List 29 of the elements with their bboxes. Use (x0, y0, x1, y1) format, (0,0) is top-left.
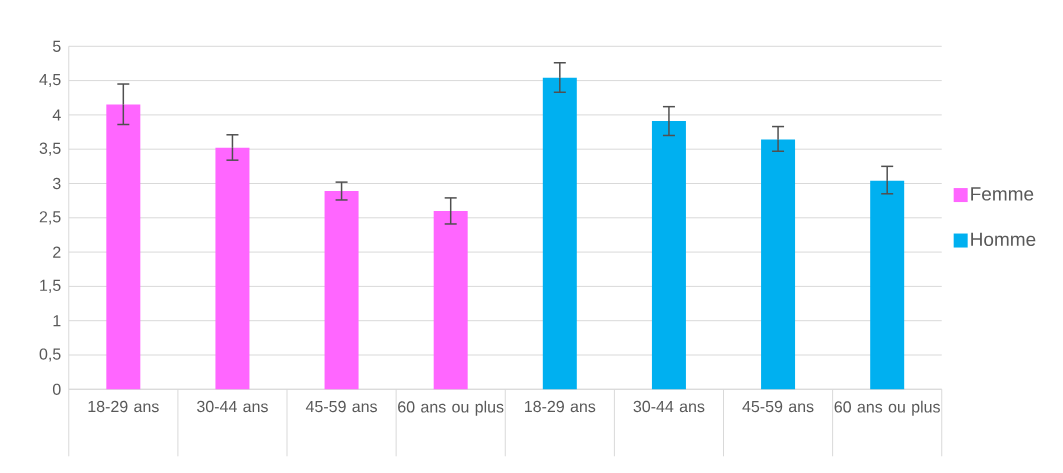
bar (106, 104, 141, 390)
y-tick-label: 4 (52, 109, 61, 121)
y-tick-label: 1,5 (40, 279, 61, 293)
y-tick-label: 1 (53, 315, 61, 327)
bar (761, 139, 796, 390)
y-tick-label: 3,5 (39, 142, 61, 156)
bar (433, 210, 468, 390)
x-tick-label: 30-44 ans (197, 400, 268, 413)
x-tick-label: 30-44 ans (633, 400, 705, 413)
y-tick-label: 3 (52, 177, 61, 190)
legend-label: Femme (971, 187, 1034, 201)
bar (651, 120, 686, 390)
y-tick-label: 4,5 (39, 73, 61, 88)
x-tick-label: 60 ans ou plus (834, 400, 940, 416)
x-tick-label: 60 ans ou plus (398, 400, 504, 416)
x-tick-label: 45-59 ans (305, 400, 377, 413)
y-tick-label: 2 (53, 246, 61, 258)
y-tick-label: 5 (52, 40, 61, 52)
x-tick-label: 18-29 ans (525, 400, 596, 413)
x-tick-label: 18-29 ans (88, 400, 159, 413)
x-tick-label: 45-59 ans (742, 400, 814, 413)
bar (215, 147, 250, 390)
bar (324, 190, 359, 390)
bar (542, 77, 577, 390)
y-tick-label: 0 (52, 383, 61, 395)
y-tick-label: 0,5 (39, 348, 61, 362)
legend-label: Homme (971, 232, 1036, 246)
bar (870, 180, 905, 390)
y-tick-label: 2,5 (39, 211, 61, 225)
